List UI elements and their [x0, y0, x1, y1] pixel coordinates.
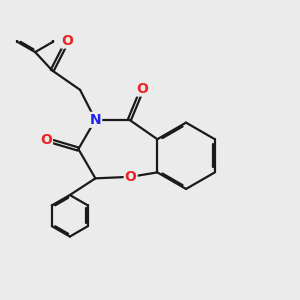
Text: O: O: [125, 170, 136, 184]
Text: O: O: [40, 133, 52, 147]
Text: O: O: [136, 82, 148, 95]
Text: O: O: [61, 34, 74, 47]
Text: N: N: [90, 113, 101, 127]
Text: Cl: Cl: [28, 0, 43, 2]
